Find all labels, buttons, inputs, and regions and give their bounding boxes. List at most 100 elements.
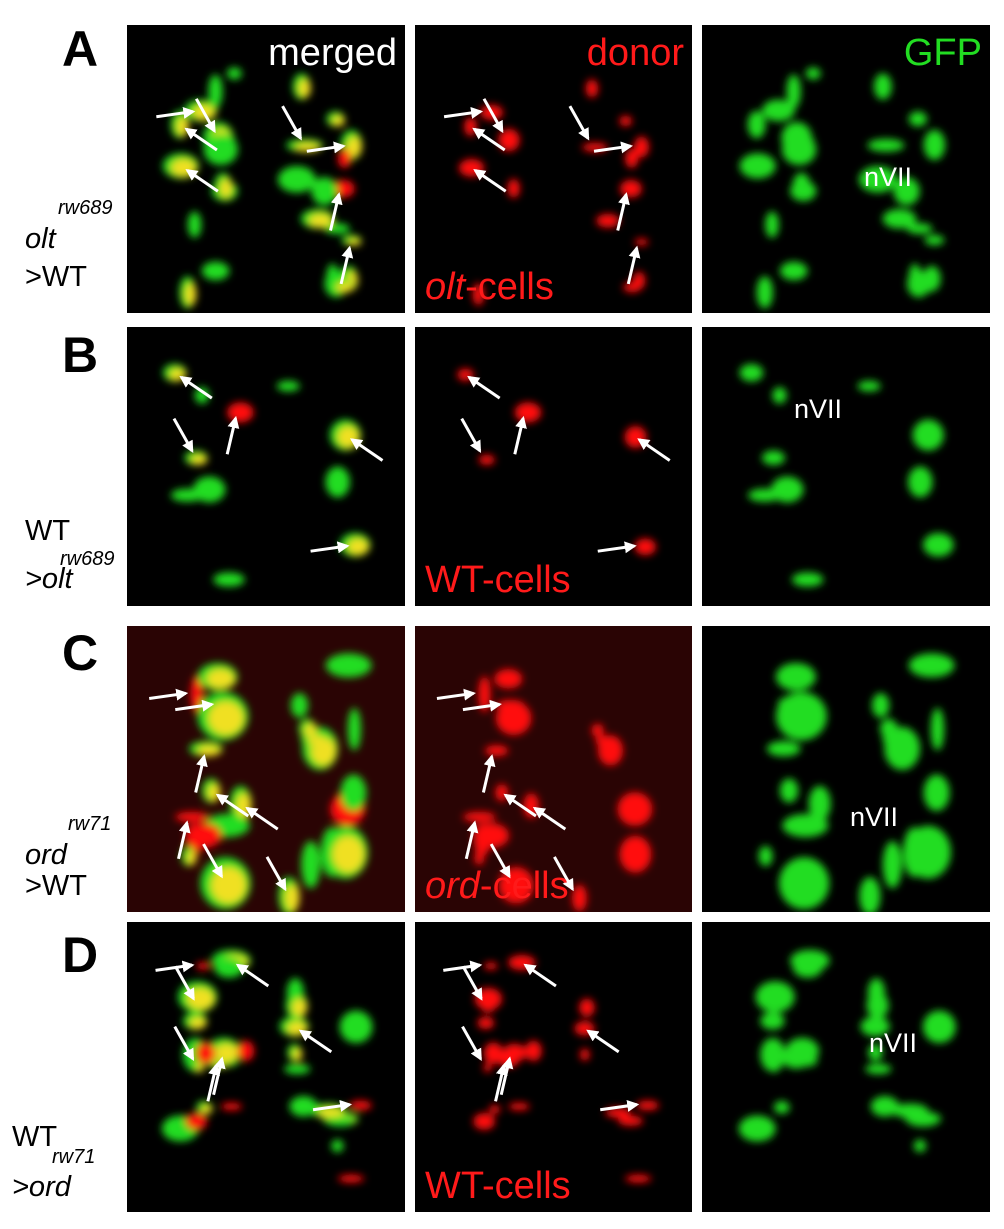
donor-cell — [619, 835, 652, 873]
cell-label: ord-cells — [425, 865, 569, 907]
donor-cell — [185, 1113, 208, 1130]
cells — [739, 67, 946, 309]
donor-cell — [196, 1042, 216, 1065]
donor-cell — [489, 1104, 501, 1114]
cell-label-suffix: -cells — [482, 559, 571, 601]
arrow — [443, 106, 484, 119]
gfp-cell — [203, 134, 238, 166]
donor-cell — [464, 116, 477, 137]
arrow — [174, 965, 195, 1001]
gfp-cell — [208, 74, 223, 109]
genotype-allele: rw689 — [60, 548, 114, 570]
arrow — [464, 820, 479, 860]
donor-cell — [620, 179, 642, 198]
arrow — [202, 843, 223, 879]
donor-cell — [185, 823, 222, 849]
donor-cell — [623, 282, 642, 293]
donor-cell — [219, 178, 233, 198]
donor-cell — [498, 128, 520, 152]
arrow — [281, 105, 302, 141]
donor-cell — [195, 1063, 205, 1073]
cells — [758, 653, 955, 912]
gfp-cell — [170, 488, 204, 502]
cell-label-name: olt — [425, 266, 467, 308]
donor-cell — [495, 784, 509, 802]
donor-cell — [227, 402, 254, 423]
arrow — [513, 415, 527, 455]
row-letter: C — [62, 625, 98, 681]
gfp-cell — [805, 67, 821, 80]
genotype-name: WT — [25, 515, 70, 547]
gfp-cell — [277, 166, 316, 193]
donor-cell — [474, 851, 485, 866]
arrow — [586, 1029, 620, 1054]
arrow — [553, 856, 574, 892]
image-panel — [415, 626, 692, 912]
gfp-cell — [866, 992, 889, 1019]
donor-cell — [483, 1063, 492, 1073]
donor-cell — [346, 136, 362, 158]
donor-cell — [347, 238, 362, 246]
gfp-cell — [792, 957, 823, 978]
donor-cell — [197, 745, 221, 757]
image-panel — [702, 25, 990, 313]
donor-cell — [478, 454, 495, 465]
gfp-cell — [908, 466, 933, 498]
arrow — [173, 1025, 195, 1061]
gfp-cell — [906, 223, 933, 234]
gfp-cell — [187, 211, 202, 238]
arrow — [489, 843, 511, 879]
arrow — [460, 417, 482, 453]
arrow — [461, 1025, 482, 1061]
arrow — [472, 127, 506, 152]
arrow — [482, 98, 504, 134]
gfp-cell — [880, 718, 898, 738]
donor-cell — [304, 723, 317, 737]
arrow — [473, 169, 507, 193]
donor-cell — [190, 454, 208, 465]
image-panel — [415, 922, 692, 1212]
gfp-cell — [194, 387, 209, 404]
donor-cell — [337, 148, 352, 169]
gfp-cell — [782, 814, 829, 838]
gfp-cell — [874, 73, 892, 100]
gfp-cell — [924, 234, 945, 246]
gfp-cell — [882, 208, 917, 229]
arrow — [310, 541, 350, 554]
genotype-name: ord — [25, 839, 68, 871]
donor-cell — [184, 283, 197, 306]
donor-cell — [462, 811, 497, 823]
cells — [175, 653, 372, 912]
arrow — [329, 192, 343, 231]
arrow — [600, 1099, 640, 1112]
gfp-cell — [290, 693, 309, 718]
panel-background — [415, 922, 692, 1212]
donor-cell — [284, 884, 300, 912]
donor-cell — [596, 213, 620, 228]
donor-cell — [347, 538, 369, 556]
arrow — [443, 960, 483, 973]
arrow — [194, 754, 208, 793]
panel-background — [127, 922, 405, 1212]
gfp-cell — [891, 1103, 929, 1118]
donor-cell — [291, 998, 308, 1017]
donor-cell — [619, 115, 633, 127]
cell-label: olt-cells — [425, 266, 554, 308]
donor-cell — [189, 1016, 207, 1029]
image-panel — [702, 922, 990, 1212]
gfp-cell — [912, 419, 944, 451]
donor-cell — [210, 867, 247, 904]
donor-cell — [215, 1043, 239, 1063]
arrow — [175, 699, 215, 712]
arrow — [265, 856, 287, 892]
donor-cell — [201, 1104, 213, 1114]
donor-cell — [207, 784, 221, 802]
gfp-cell — [747, 110, 766, 139]
arrow — [298, 1029, 333, 1054]
cells — [739, 363, 954, 587]
gfp-cell — [755, 981, 795, 1013]
donor-cell — [579, 998, 595, 1017]
gfp-cell — [331, 1139, 344, 1153]
donor-cell — [473, 1113, 496, 1130]
